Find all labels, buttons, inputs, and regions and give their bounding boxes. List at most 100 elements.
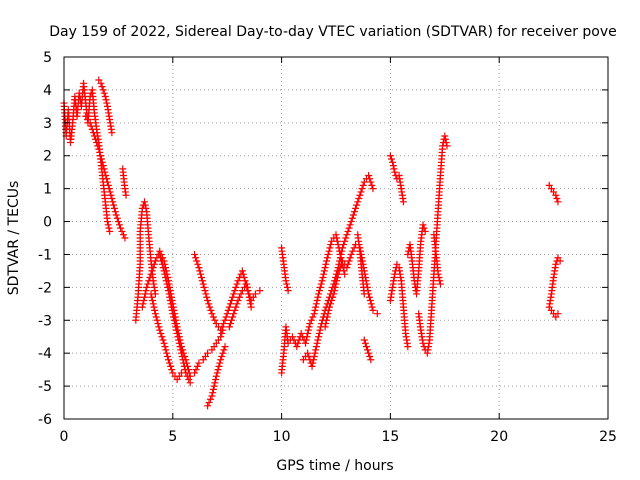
data-point — [434, 270, 442, 278]
data-point — [164, 287, 172, 295]
data-point — [101, 168, 109, 176]
data-point — [121, 234, 129, 242]
data-point — [233, 280, 241, 288]
data-point — [306, 320, 314, 328]
data-point — [97, 155, 105, 163]
data-point — [366, 352, 374, 360]
data-point — [303, 333, 311, 341]
data-point — [244, 287, 252, 295]
data-point — [319, 273, 327, 281]
data-point — [149, 264, 157, 272]
data-point — [310, 310, 318, 318]
data-point — [347, 218, 355, 226]
data-point — [201, 287, 209, 295]
data-point — [308, 362, 316, 370]
data-point — [288, 333, 296, 341]
data-point — [103, 99, 111, 107]
data-point — [324, 310, 332, 318]
y-tick-label: 3 — [43, 116, 52, 132]
data-point — [107, 191, 115, 199]
data-point — [145, 277, 153, 285]
data-point — [389, 158, 397, 166]
data-point — [241, 277, 249, 285]
data-point — [204, 349, 212, 357]
data-point — [232, 303, 240, 311]
data-point — [215, 362, 223, 370]
data-point — [163, 280, 171, 288]
data-point — [389, 162, 397, 170]
data-point — [312, 300, 320, 308]
data-point — [166, 359, 174, 367]
data-point — [110, 204, 118, 212]
data-point — [192, 254, 200, 262]
data-point — [168, 303, 176, 311]
data-point — [92, 135, 100, 143]
data-point — [207, 306, 215, 314]
data-point — [553, 195, 561, 203]
data-point — [354, 198, 362, 206]
data-point — [218, 323, 226, 331]
data-point — [158, 260, 166, 268]
data-point — [251, 290, 259, 298]
data-point — [367, 356, 375, 364]
data-point — [104, 178, 112, 186]
data-point — [323, 316, 331, 324]
y-tick-label: -2 — [38, 280, 52, 296]
x-tick-label: 20 — [490, 429, 508, 445]
data-point — [180, 359, 188, 367]
data-point — [333, 273, 341, 281]
data-point — [333, 277, 341, 285]
data-point — [217, 356, 225, 364]
data-point — [96, 148, 104, 156]
data-point — [213, 369, 221, 377]
data-point — [315, 333, 323, 341]
data-point — [223, 310, 231, 318]
data-point — [177, 346, 185, 354]
data-point — [321, 323, 329, 331]
data-point — [304, 349, 312, 357]
data-point — [193, 257, 201, 265]
data-point — [147, 290, 155, 298]
data-point — [151, 306, 159, 314]
x-tick-label: 25 — [599, 429, 617, 445]
data-point — [214, 366, 222, 374]
data-point — [97, 79, 105, 87]
data-point — [195, 264, 203, 272]
data-point — [167, 300, 175, 308]
data-point — [245, 293, 253, 301]
data-point — [386, 152, 394, 160]
data-point — [360, 290, 368, 298]
data-point — [419, 221, 427, 229]
data-point — [334, 270, 342, 278]
data-point — [365, 349, 373, 357]
data-point — [435, 273, 443, 281]
data-point — [343, 264, 351, 272]
data-point — [310, 356, 318, 364]
data-point — [224, 306, 232, 314]
data-point — [302, 339, 310, 347]
data-point — [331, 283, 339, 291]
data-point — [327, 300, 335, 308]
data-point — [146, 273, 154, 281]
data-point — [325, 247, 333, 255]
data-point — [236, 293, 244, 301]
data-point — [218, 329, 226, 337]
data-point — [159, 264, 167, 272]
data-point — [216, 359, 224, 367]
data-point — [365, 171, 373, 179]
data-point — [141, 198, 149, 206]
data-point — [162, 277, 170, 285]
data-point — [353, 201, 361, 209]
data-point — [325, 303, 333, 311]
data-point — [436, 277, 444, 285]
data-point — [312, 343, 320, 351]
data-point — [362, 343, 370, 351]
data-point — [346, 254, 354, 262]
data-point — [149, 300, 157, 308]
data-point — [552, 260, 560, 268]
data-point — [360, 336, 368, 344]
data-point — [152, 313, 160, 321]
data-point — [239, 270, 247, 278]
data-point — [318, 277, 326, 285]
